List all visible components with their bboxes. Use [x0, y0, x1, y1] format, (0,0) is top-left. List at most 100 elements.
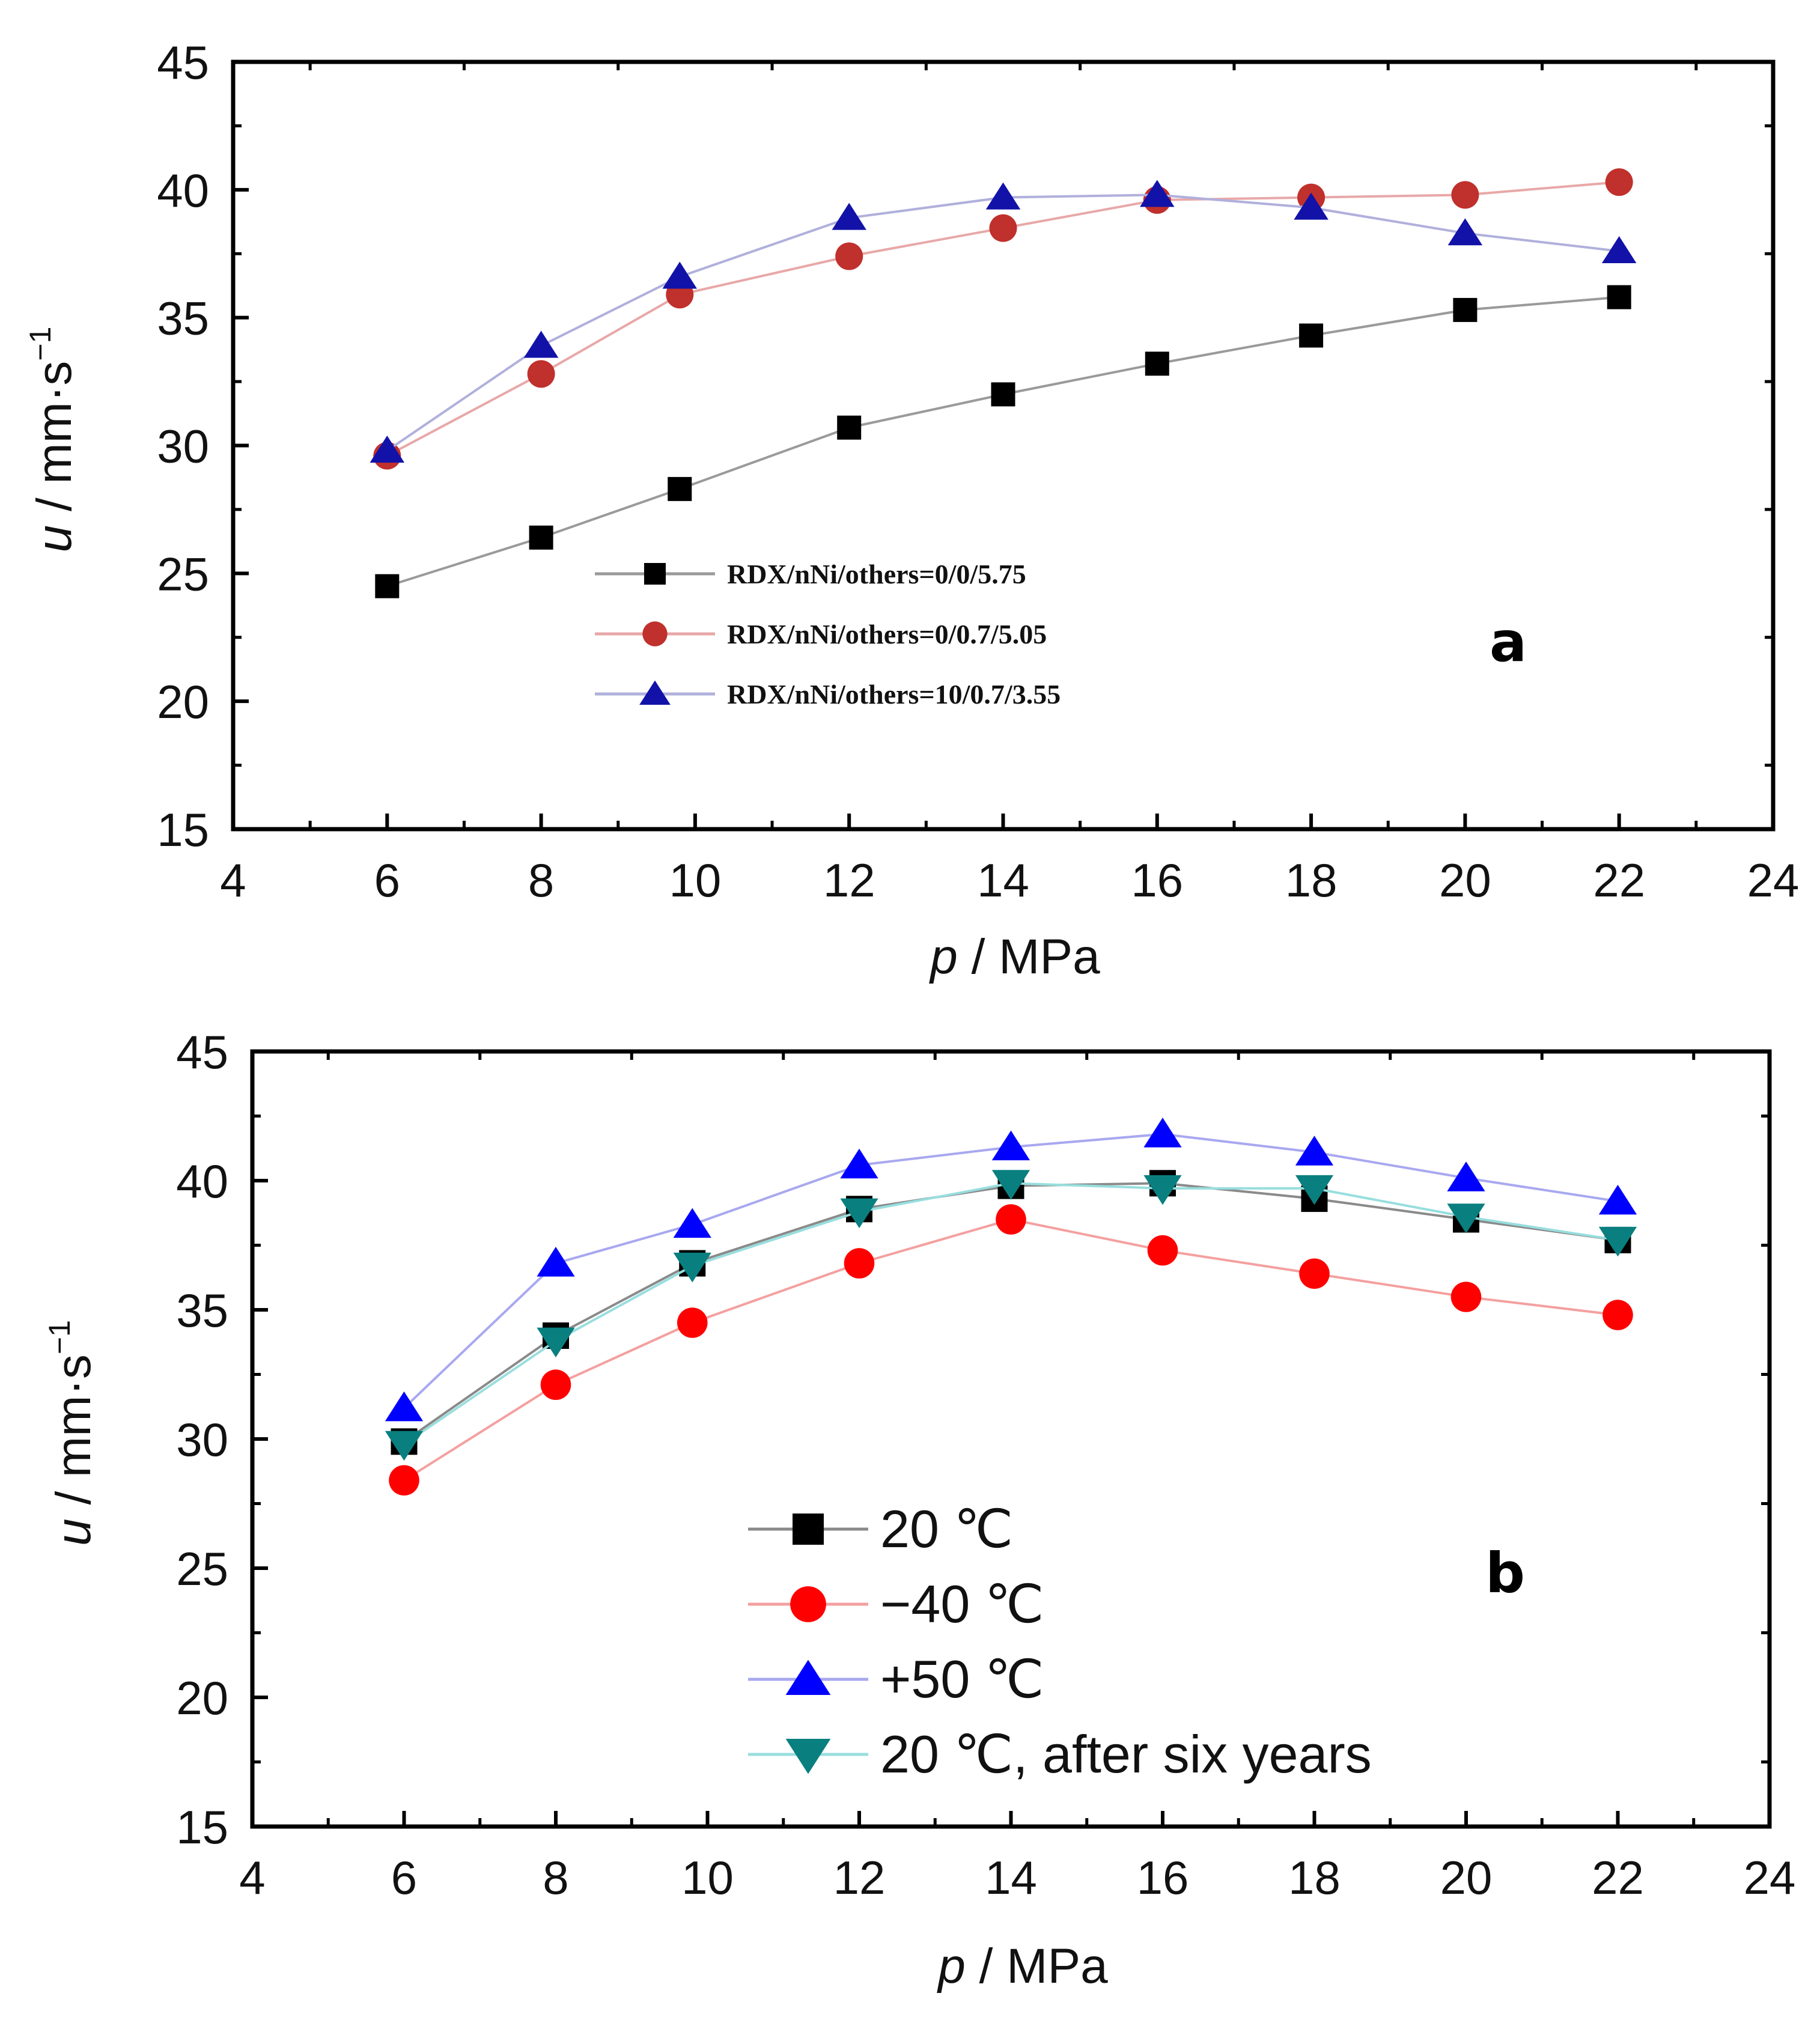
x-axis-title: p / MPa	[936, 1939, 1108, 1994]
legend-label: 20 ℃, after six years	[880, 1724, 1372, 1784]
series-line	[403, 1218, 1618, 1482]
y-axis-exponent: −1	[23, 327, 57, 361]
x-axis-var: p	[928, 929, 958, 984]
data-point	[1451, 181, 1479, 209]
x-tick-label: 22	[1593, 854, 1645, 907]
y-tick-label: 25	[157, 547, 209, 600]
y-tick-label: 15	[157, 803, 209, 856]
y-axis-unit: / mm·s	[27, 361, 82, 525]
data-point	[1450, 1282, 1482, 1312]
y-axis-title: u / mm·s−1	[23, 327, 82, 553]
y-tick-label: 35	[176, 1284, 228, 1337]
data-point	[1601, 236, 1637, 263]
series-2	[370, 180, 1637, 463]
data-point	[1447, 1161, 1485, 1191]
y-tick-label: 30	[157, 420, 209, 473]
x-tick-label: 20	[1440, 1851, 1493, 1904]
data-point	[389, 1465, 419, 1496]
data-point	[370, 436, 405, 463]
data-point	[844, 1248, 875, 1279]
data-point	[991, 382, 1015, 407]
panel-label: a	[1490, 610, 1527, 674]
data-point	[1598, 1226, 1637, 1257]
y-tick-label: 45	[176, 1026, 228, 1078]
x-tick-label: 16	[1137, 1851, 1189, 1904]
data-point	[835, 242, 863, 270]
x-tick-label: 6	[391, 1851, 417, 1904]
x-tick-label: 10	[669, 854, 722, 907]
y-axis-exponent: −1	[43, 1320, 76, 1354]
x-tick-label: 12	[823, 854, 875, 907]
x-axis-title: p / MPa	[928, 929, 1100, 984]
series-1	[389, 1204, 1633, 1496]
y-tick-label: 20	[157, 675, 209, 728]
data-point	[677, 1307, 708, 1338]
data-point	[673, 1208, 711, 1238]
data-point	[1295, 1136, 1334, 1166]
x-tick-label: 24	[1747, 854, 1800, 907]
data-point	[1447, 1203, 1485, 1234]
legend: 20 ℃ −40 ℃ +50 ℃ 20 ℃, after six years	[748, 1499, 1372, 1784]
data-point	[1602, 1300, 1633, 1330]
data-point	[1145, 351, 1169, 376]
data-point	[1299, 1258, 1330, 1289]
legend-marker	[642, 621, 668, 646]
data-point	[840, 1148, 878, 1179]
x-tick-label: 14	[977, 854, 1029, 907]
data-point	[1147, 1235, 1178, 1266]
y-tick-label: 40	[176, 1155, 228, 1208]
data-point	[837, 415, 862, 440]
data-point	[1607, 285, 1631, 309]
legend-label: +50 ℃	[880, 1649, 1044, 1709]
series-line	[386, 296, 1619, 588]
x-tick-label: 14	[985, 1851, 1037, 1904]
legend-label: RDX/nNi/others=0/0/5.75	[727, 559, 1026, 589]
legend-marker	[785, 1739, 831, 1774]
x-tick-label: 12	[833, 1851, 886, 1904]
legend-marker	[785, 1660, 831, 1695]
x-tick-label: 4	[220, 854, 246, 907]
y-tick-label: 35	[157, 292, 209, 345]
legend-marker	[644, 563, 666, 585]
data-point	[1447, 218, 1483, 246]
data-point	[523, 330, 559, 358]
data-point	[1299, 323, 1324, 348]
x-tick-label: 22	[1592, 1851, 1644, 1904]
legend-label: RDX/nNi/others=10/0.7/3.55	[727, 679, 1061, 710]
legend-marker	[790, 1586, 826, 1622]
data-point	[662, 261, 698, 289]
data-point	[985, 182, 1021, 210]
legend-marker	[793, 1514, 824, 1545]
x-tick-label: 8	[543, 1851, 568, 1904]
data-point	[996, 1204, 1026, 1235]
series-0	[375, 285, 1631, 598]
legend: RDX/nNi/others=0/0/5.75 RDX/nNi/others=0/…	[595, 559, 1061, 710]
x-tick-label: 24	[1744, 1851, 1796, 1904]
y-tick-label: 15	[176, 1801, 228, 1854]
y-axis-var: u	[27, 525, 82, 553]
y-axis-title: u / mm·s−1	[43, 1320, 101, 1546]
legend-marker	[639, 680, 671, 705]
data-point	[1598, 1184, 1637, 1215]
x-tick-label: 6	[374, 854, 400, 907]
data-point	[385, 1431, 424, 1461]
data-point	[1143, 1175, 1182, 1205]
data-point	[1143, 1118, 1182, 1148]
chart-panel-a: 4 6 8 10 12 14 16 18 20 22 24 15 20 25 30 35 40 45 p / MPa…	[23, 36, 1799, 984]
data-point	[375, 574, 400, 598]
data-point	[540, 1369, 571, 1400]
chart-panel-b: 4 6 8 10 12 14 16 18 20 22 24 15 20 25 30 35 40 45 p / MPa…	[43, 1026, 1795, 1994]
data-point	[385, 1391, 424, 1422]
y-tick-label: 30	[176, 1413, 228, 1466]
series-3	[385, 1170, 1637, 1461]
legend-label: 20 ℃	[880, 1499, 1013, 1559]
plot-frame	[250, 1049, 1772, 1829]
x-tick-label: 20	[1439, 854, 1491, 907]
data-point	[537, 1327, 575, 1358]
series-1	[373, 168, 1633, 470]
data-point	[1605, 168, 1633, 196]
data-point	[527, 360, 555, 388]
x-tick-label: 8	[528, 854, 554, 907]
y-tick-label: 40	[157, 164, 209, 217]
